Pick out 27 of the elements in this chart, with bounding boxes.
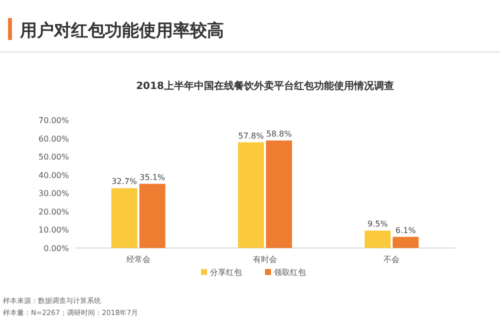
bar — [139, 184, 166, 248]
x-tick-label: 有时会 — [253, 255, 277, 264]
y-tick-label: 20.00% — [38, 207, 70, 216]
data-label: 6.1% — [396, 226, 416, 235]
data-label: 32.7% — [112, 177, 138, 186]
x-tick-label: 不会 — [384, 255, 400, 264]
bar — [111, 188, 138, 248]
bar — [392, 236, 419, 248]
y-tick-label: 10.00% — [38, 226, 70, 235]
legend-label: 领取红包 — [274, 268, 306, 277]
y-tick-label: 40.00% — [38, 170, 70, 180]
legend-label: 分享红包 — [210, 268, 242, 277]
bar — [364, 230, 391, 248]
y-tick-label: 50.00% — [38, 152, 70, 162]
y-tick-label: 60.00% — [38, 134, 70, 144]
chart-title: 用户对红包功能使用率较高 — [19, 21, 224, 41]
y-tick-label: 0.00% — [44, 244, 70, 253]
bar — [238, 142, 264, 248]
chart-subtitle: 2018上半年中国在线餐饮外卖平台红包功能使用情况调查 — [136, 80, 394, 92]
y-tick-label: 30.00% — [38, 189, 70, 198]
data-label: 9.5% — [368, 220, 388, 229]
data-label: 57.8% — [238, 131, 264, 140]
y-tick-label: 70.00% — [38, 116, 70, 125]
data-label: 35.1% — [140, 172, 166, 182]
x-tick-label: 经常会 — [126, 255, 150, 264]
bar — [266, 140, 292, 248]
data-label: 58.8% — [266, 129, 292, 138]
